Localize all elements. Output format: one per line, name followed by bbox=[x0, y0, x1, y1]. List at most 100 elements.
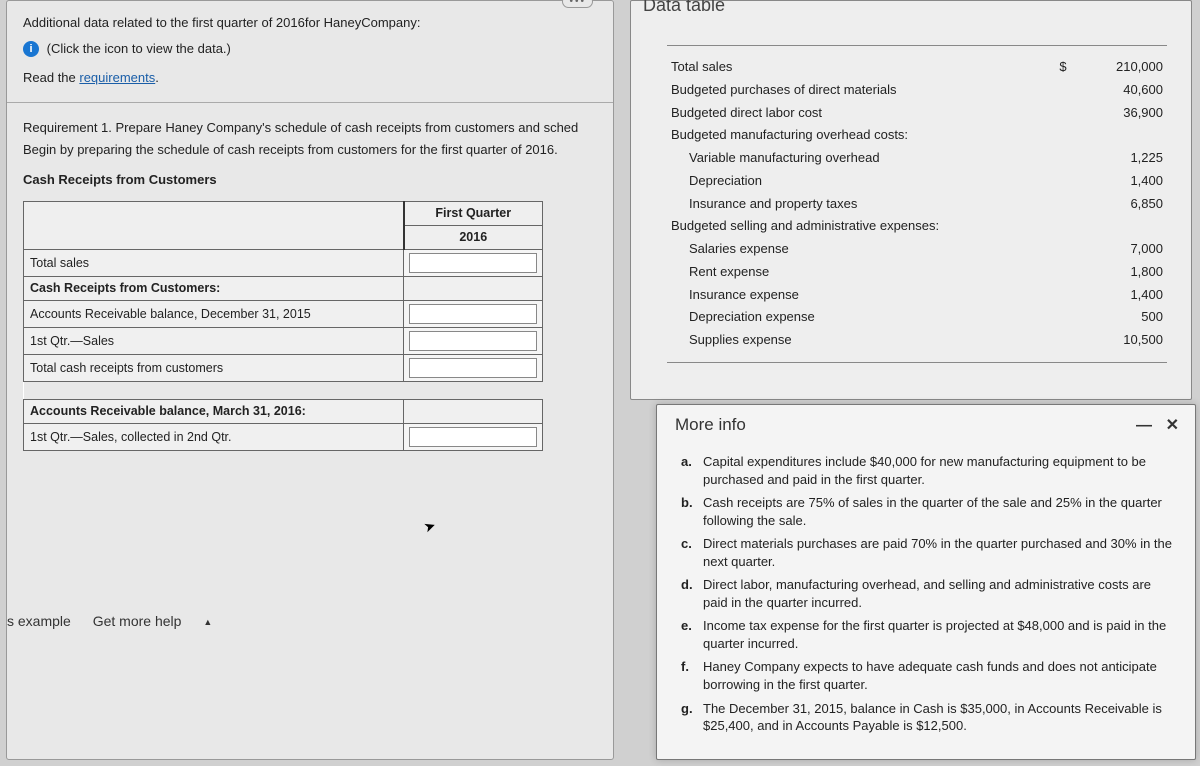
col-header-1: First Quarter bbox=[404, 201, 543, 225]
data-row-value: 1,800 bbox=[1083, 261, 1163, 284]
currency-symbol bbox=[1043, 261, 1083, 284]
col-header-2: 2016 bbox=[404, 225, 543, 249]
more-info-item: d.Direct labor, manufacturing overhead, … bbox=[681, 576, 1179, 611]
data-row-value: 1,400 bbox=[1083, 284, 1163, 307]
data-table-row: Depreciation expense500 bbox=[671, 306, 1163, 329]
item-letter: c. bbox=[681, 535, 703, 570]
input-total-cash-receipts[interactable] bbox=[410, 359, 536, 377]
schedule-heading: Cash Receipts from Customers bbox=[23, 169, 597, 191]
item-text: Direct labor, manufacturing overhead, an… bbox=[703, 576, 1179, 611]
get-more-help-link[interactable]: Get more help ▲ bbox=[93, 613, 231, 629]
data-table-row: Depreciation 1,400 bbox=[671, 170, 1163, 193]
table-corner bbox=[24, 201, 404, 249]
data-row-value: 500 bbox=[1083, 306, 1163, 329]
cash-receipts-table: First Quarter 2016 Total sales Cash Rece… bbox=[23, 201, 543, 451]
item-text: Haney Company expects to have adequate c… bbox=[703, 658, 1179, 693]
item-letter: g. bbox=[681, 700, 703, 735]
item-letter: f. bbox=[681, 658, 703, 693]
data-row-label: Variable manufacturing overhead bbox=[671, 147, 1043, 170]
data-table-row: Budgeted manufacturing overhead costs: bbox=[671, 124, 1163, 147]
data-row-label: Insurance and property taxes bbox=[671, 193, 1043, 216]
row-1stqtr-collected-2nd: 1st Qtr.—Sales, collected in 2nd Qtr. bbox=[24, 423, 404, 450]
data-row-value: 7,000 bbox=[1083, 238, 1163, 261]
data-row-value: 10,500 bbox=[1083, 329, 1163, 352]
more-info-title: More info bbox=[675, 415, 746, 435]
data-table-row: Total sales$210,000 bbox=[671, 56, 1163, 79]
read-line: Read the requirements. bbox=[23, 68, 597, 88]
item-text: Capital expenditures include $40,000 for… bbox=[703, 453, 1179, 488]
intro-line-2: i (Click the icon to view the data.) bbox=[23, 39, 597, 59]
minimize-icon[interactable]: — bbox=[1136, 417, 1152, 434]
row-ar-mar-2016: Accounts Receivable balance, March 31, 2… bbox=[24, 399, 404, 423]
data-row-label: Total sales bbox=[671, 56, 1043, 79]
data-table-row: Insurance expense 1,400 bbox=[671, 284, 1163, 307]
data-table-row: Insurance and property taxes 6,850 bbox=[671, 193, 1163, 216]
data-row-value: 36,900 bbox=[1083, 102, 1163, 125]
currency-symbol bbox=[1043, 238, 1083, 261]
more-info-list: a.Capital expenditures include $40,000 f… bbox=[675, 453, 1179, 735]
row-ar-dec-2015: Accounts Receivable balance, December 31… bbox=[24, 300, 404, 327]
input-1stqtr-sales[interactable] bbox=[410, 332, 536, 350]
data-row-value bbox=[1083, 124, 1163, 147]
data-row-label: Supplies expense bbox=[671, 329, 1043, 352]
data-table-title: Data table bbox=[643, 0, 725, 16]
more-info-item: a.Capital expenditures include $40,000 f… bbox=[681, 453, 1179, 488]
currency-symbol bbox=[1043, 193, 1083, 216]
data-row-label: Salaries expense bbox=[671, 238, 1043, 261]
data-table-row: Budgeted selling and administrative expe… bbox=[671, 215, 1163, 238]
example-link[interactable]: s example bbox=[7, 613, 71, 629]
data-row-value: 6,850 bbox=[1083, 193, 1163, 216]
data-row-value: 210,000 bbox=[1083, 56, 1163, 79]
cell-blank bbox=[404, 276, 543, 300]
data-row-label: Insurance expense bbox=[671, 284, 1043, 307]
question-panel: Additional data related to the first qua… bbox=[6, 0, 614, 760]
currency-symbol bbox=[1043, 79, 1083, 102]
more-info-item: b.Cash receipts are 75% of sales in the … bbox=[681, 494, 1179, 529]
input-1stqtr-collected-2nd[interactable] bbox=[410, 428, 536, 446]
more-info-header: More info — ✕ bbox=[675, 415, 1179, 435]
more-info-item: c.Direct materials purchases are paid 70… bbox=[681, 535, 1179, 570]
cell-blank-2 bbox=[404, 399, 543, 423]
requirement-1-line: Requirement 1. Prepare Haney Company's s… bbox=[23, 117, 597, 139]
data-table-row: Variable manufacturing overhead1,225 bbox=[671, 147, 1163, 170]
currency-symbol bbox=[1043, 215, 1083, 238]
requirement-block: Requirement 1. Prepare Haney Company's s… bbox=[23, 117, 597, 191]
currency-symbol bbox=[1043, 284, 1083, 307]
currency-symbol bbox=[1043, 102, 1083, 125]
item-letter: e. bbox=[681, 617, 703, 652]
row-total-cash-receipts: Total cash receipts from customers bbox=[24, 354, 404, 381]
intro-line-1: Additional data related to the first qua… bbox=[23, 13, 597, 33]
input-total-sales[interactable] bbox=[410, 254, 536, 272]
currency-symbol bbox=[1043, 329, 1083, 352]
data-row-value bbox=[1083, 215, 1163, 238]
data-row-label: Rent expense bbox=[671, 261, 1043, 284]
info-icon[interactable]: i bbox=[23, 41, 39, 57]
data-table-body: Total sales$210,000Budgeted purchases of… bbox=[667, 45, 1167, 363]
data-table-row: Budgeted direct labor cost36,900 bbox=[671, 102, 1163, 125]
data-row-value: 1,400 bbox=[1083, 170, 1163, 193]
data-table-panel: Data table Total sales$210,000Budgeted p… bbox=[630, 0, 1192, 400]
spacer bbox=[24, 381, 543, 399]
footer-links: s example Get more help ▲ bbox=[7, 613, 248, 629]
data-row-label: Budgeted manufacturing overhead costs: bbox=[671, 124, 1043, 147]
row-1stqtr-sales: 1st Qtr.—Sales bbox=[24, 327, 404, 354]
data-table-row: Rent expense 1,800 bbox=[671, 261, 1163, 284]
close-icon[interactable]: ✕ bbox=[1166, 417, 1179, 434]
item-text: Income tax expense for the first quarter… bbox=[703, 617, 1179, 652]
separator bbox=[7, 102, 613, 103]
item-text: Direct materials purchases are paid 70% … bbox=[703, 535, 1179, 570]
currency-symbol: $ bbox=[1043, 56, 1083, 79]
data-row-value: 40,600 bbox=[1083, 79, 1163, 102]
item-letter: a. bbox=[681, 453, 703, 488]
currency-symbol bbox=[1043, 306, 1083, 329]
intro-line-2-text: (Click the icon to view the data.) bbox=[47, 41, 231, 56]
data-table-row: Budgeted purchases of direct materials40… bbox=[671, 79, 1163, 102]
data-row-label: Depreciation bbox=[671, 170, 1043, 193]
currency-symbol bbox=[1043, 170, 1083, 193]
requirements-link[interactable]: requirements bbox=[79, 70, 155, 85]
row-cash-receipts-header: Cash Receipts from Customers: bbox=[24, 276, 404, 300]
drag-handle-icon[interactable]: ••• bbox=[562, 0, 593, 8]
more-info-item: g.The December 31, 2015, balance in Cash… bbox=[681, 700, 1179, 735]
row-total-sales: Total sales bbox=[24, 249, 404, 276]
input-ar-dec-2015[interactable] bbox=[410, 305, 536, 323]
